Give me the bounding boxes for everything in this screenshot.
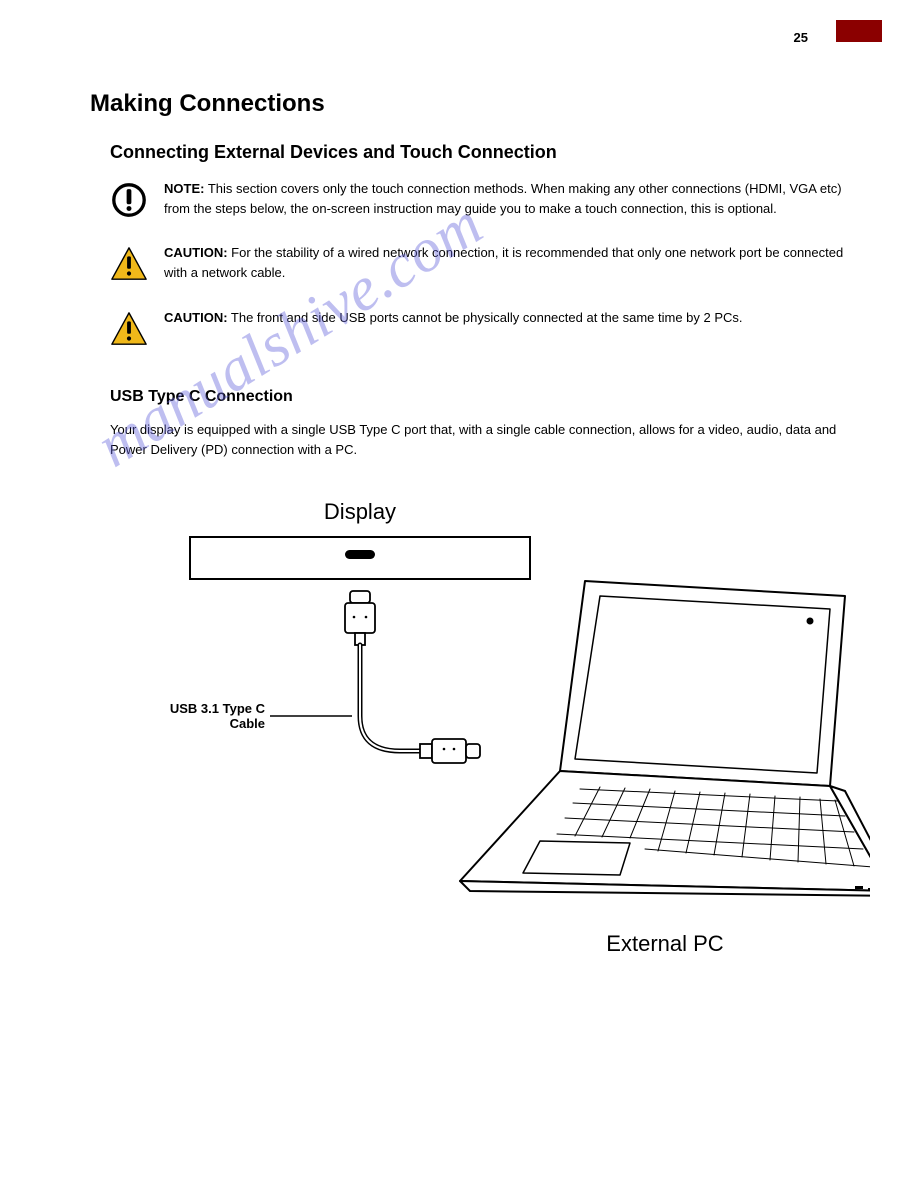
section-tab	[836, 20, 882, 42]
page-content: Making Connections Connecting External D…	[90, 90, 858, 1001]
page-number: 25	[794, 30, 808, 45]
caution-body-1: For the stability of a wired network con…	[164, 245, 843, 280]
caution-label-2: CAUTION:	[164, 310, 228, 325]
caution-text-1: CAUTION: For the stability of a wired ne…	[164, 243, 850, 283]
usb-c-heading: USB Type C Connection	[90, 388, 858, 406]
caution-icon	[110, 310, 148, 348]
cable-bottom-connector	[420, 739, 480, 763]
cable-top-connector	[345, 591, 375, 645]
note-icon	[110, 181, 148, 219]
section-subtitle: Connecting External Devices and Touch Co…	[90, 142, 858, 163]
cable-outer	[360, 645, 420, 751]
caution-block-1: CAUTION: For the stability of a wired ne…	[90, 243, 850, 283]
note-block: NOTE: This section covers only the touch…	[90, 179, 850, 219]
external-pc-label: External PC	[606, 931, 723, 956]
note-label: NOTE:	[164, 181, 204, 196]
cable-label-2: Cable	[230, 716, 265, 731]
laptop	[460, 581, 870, 896]
display-label: Display	[324, 499, 396, 524]
cable-label-1: USB 3.1 Type C	[170, 701, 266, 716]
connection-diagram: Display	[110, 491, 870, 1001]
caution-label-1: CAUTION:	[164, 245, 228, 260]
cable-inner	[360, 645, 420, 751]
caution-icon	[110, 245, 148, 283]
display-usbc-port	[345, 550, 375, 559]
note-body: This section covers only the touch conne…	[164, 181, 842, 216]
caution-text-2: CAUTION: The front and side USB ports ca…	[164, 308, 850, 328]
usb-c-figure: Display	[90, 491, 850, 1001]
usb-c-body: Your display is equipped with a single U…	[90, 420, 840, 462]
caution-block-2: CAUTION: The front and side USB ports ca…	[90, 308, 850, 348]
caution-body-2: The front and side USB ports cannot be p…	[228, 310, 743, 325]
note-text: NOTE: This section covers only the touch…	[164, 179, 850, 219]
section-title: Making Connections	[90, 90, 858, 118]
